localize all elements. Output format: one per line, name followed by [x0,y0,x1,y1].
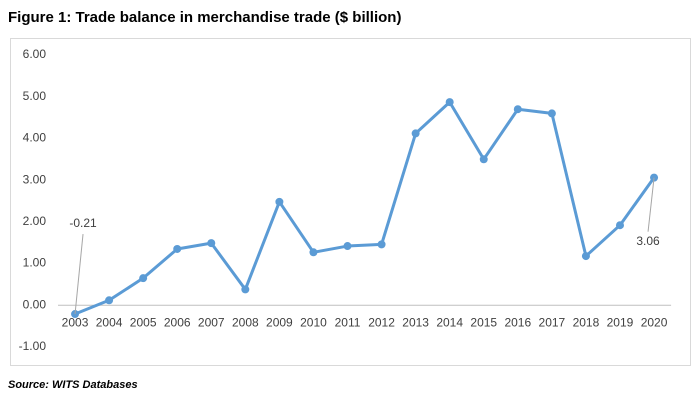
x-tick-label: 2020 [641,315,668,329]
leader-line [74,233,84,315]
x-tick-label: 2006 [164,315,191,329]
point [139,274,148,283]
point [241,285,250,294]
y-tick-label: 5.00 [23,89,47,103]
point [513,105,522,114]
point [275,197,284,206]
x-tick-label: 2005 [130,315,157,329]
point [411,129,420,138]
x-tick-label: 2015 [470,315,497,329]
leader-line [647,177,655,232]
x-tick-label: 2012 [368,315,395,329]
x-tick-label: 2009 [266,315,293,329]
point [105,296,114,305]
y-tick-label: -1.00 [19,339,47,353]
x-tick-label: 2017 [539,315,566,329]
point [173,244,182,253]
x-tick-label: 2019 [607,315,634,329]
y-tick-label: 0.00 [23,297,47,311]
y-tick-label: 2.00 [23,214,47,228]
point [445,98,454,107]
chart-frame [10,38,691,366]
point [377,240,386,249]
x-tick-label: 2013 [402,315,429,329]
y-tick-label: 3.00 [23,172,47,186]
data-label: -0.21 [69,216,97,230]
y-tick-label: 6.00 [23,47,47,61]
x-tick-label: 2004 [96,315,123,329]
x-tick-label: 2003 [62,315,89,329]
x-tick-label: 2010 [300,315,327,329]
point [207,239,216,248]
line-series [74,100,656,316]
x-tick-label: 2018 [573,315,600,329]
data-label: 3.06 [636,234,660,248]
x-tick-label: 2011 [335,315,361,329]
x-tick-label: 2016 [504,315,531,329]
source-note: Source: WITS Databases [8,379,138,391]
point [309,248,318,257]
point [343,242,352,251]
y-tick-label: 1.00 [23,256,47,270]
x-tick-label: 2014 [436,315,463,329]
point [581,252,590,261]
x-tick-label: 2008 [232,315,259,329]
point [479,155,488,164]
chart-title: Figure 1: Trade balance in merchandise t… [8,9,401,26]
x-tick-label: 2007 [198,315,225,329]
y-tick-label: 4.00 [23,131,47,145]
point [615,221,624,230]
point [547,109,556,118]
